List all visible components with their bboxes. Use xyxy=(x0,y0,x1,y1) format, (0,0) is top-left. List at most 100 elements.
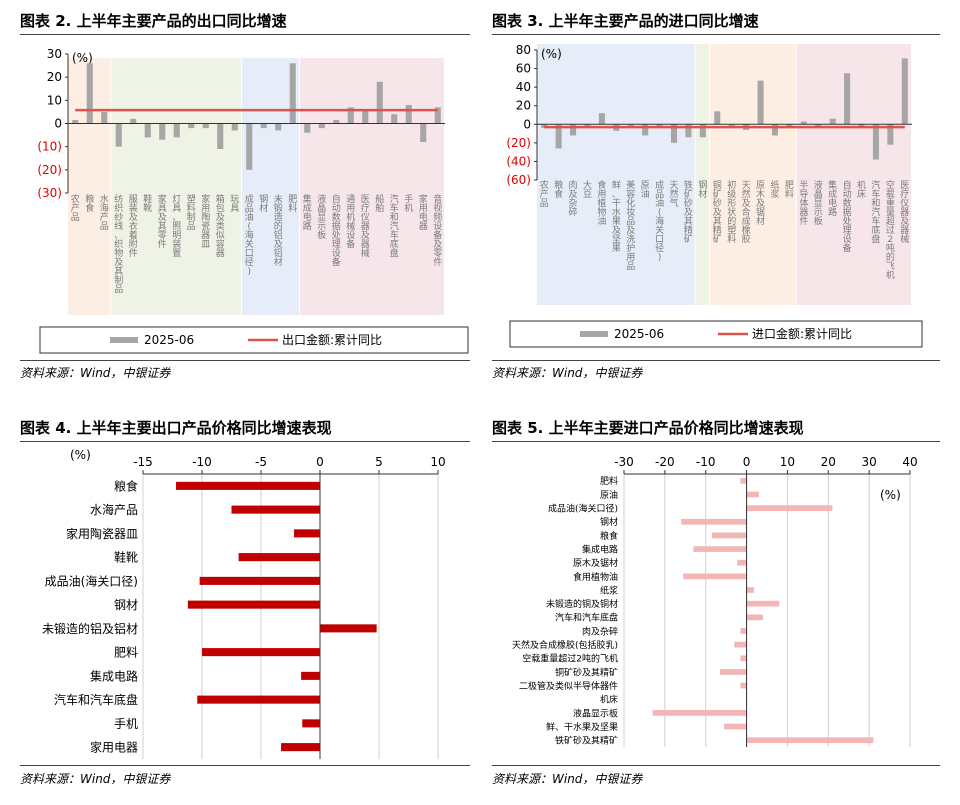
c3-bar xyxy=(570,124,577,136)
c3-bar xyxy=(584,124,591,127)
c5-category-label: 粮食 xyxy=(600,530,618,542)
c5-xtick-label: 10 xyxy=(780,455,795,469)
c3-category-label: 集成电路 xyxy=(828,179,837,218)
c2-group-region xyxy=(111,58,241,315)
c5-category-label: 肥料 xyxy=(600,475,618,487)
c2-category-label: 肥料 xyxy=(288,194,297,214)
c3-category-label: 半导体器件 xyxy=(799,179,808,227)
c3-category-label: 铜矿砂及其精矿 xyxy=(713,179,722,245)
c2-bar xyxy=(130,118,137,124)
c2-bar xyxy=(144,123,151,138)
c3-bar xyxy=(541,124,548,128)
c3-bar xyxy=(642,124,649,136)
c3-ytick-label: 0 xyxy=(523,117,531,131)
c3-category-label: 铁矿砂及其精矿 xyxy=(684,179,693,245)
c2-category-label: 纺织纱线、织物及其制品 xyxy=(114,193,123,295)
c2-category-label: 通用机械设备 xyxy=(346,194,355,250)
c5-category-label: 纸浆 xyxy=(600,584,618,596)
c2-category-label: 家具及其零件 xyxy=(158,193,167,250)
c5-bar xyxy=(740,628,747,634)
c5-xtick-label: -30 xyxy=(614,455,634,469)
c3-bar xyxy=(844,73,851,125)
c4-category-label: 家用陶瓷器皿 xyxy=(66,526,138,541)
c2-ytick-label: 20 xyxy=(47,70,62,84)
c4-category-label: 粮食 xyxy=(114,478,138,493)
c2-legend-bar-label: 2025-06 xyxy=(144,333,194,347)
c3-bar xyxy=(829,118,836,125)
c2-category-label: 集成电路 xyxy=(303,193,312,232)
c5-category-label: 液晶显示板 xyxy=(573,707,618,719)
c5-bar xyxy=(720,669,747,675)
c3-ytick-label: (20) xyxy=(506,136,531,150)
c4-xtick-label: -10 xyxy=(192,455,212,469)
c5-bar xyxy=(740,477,747,484)
c3-unit-label: (%) xyxy=(541,47,562,61)
c2-category-label: 家用电器 xyxy=(419,193,428,232)
c2-bar xyxy=(304,123,311,133)
c3-group-region xyxy=(710,44,796,305)
c4-category-label: 汽车和汽车底盘 xyxy=(54,692,138,707)
c2-category-label: 塑料制品 xyxy=(187,194,196,232)
c4-bar xyxy=(202,648,320,657)
c4-category-label: 家用电器 xyxy=(90,740,138,755)
c4-bar xyxy=(197,695,320,704)
c3-category-label: 初级形状的塑料 xyxy=(727,179,736,245)
chart3-source-rule xyxy=(492,360,940,361)
c5-category-label: 汽车和汽车底盘 xyxy=(555,612,618,624)
chart3-source: 资料来源：Wind，中银证券 xyxy=(492,366,643,380)
c5-xtick-label: 0 xyxy=(743,455,751,469)
c3-bar xyxy=(699,124,706,138)
c3-bar xyxy=(656,124,663,128)
c2-ytick-label: (10) xyxy=(37,140,62,154)
c5-bar xyxy=(693,546,747,552)
c3-bar xyxy=(757,80,764,125)
c5-xtick-label: 40 xyxy=(902,455,917,469)
c3-category-label: 天然气 xyxy=(670,181,679,209)
c2-bar xyxy=(347,107,354,124)
c3-category-label: 纸浆 xyxy=(770,179,779,200)
c5-category-label: 机床 xyxy=(600,694,618,706)
c2-bar xyxy=(420,123,427,143)
c2-legend-line-label: 出口金额:累计同比 xyxy=(282,332,382,347)
c5-category-label: 天然及合成橡胶(包括胶乳) xyxy=(512,639,618,651)
c2-category-label: 自动数据处理设备 xyxy=(332,193,341,268)
c2-ytick-label: 30 xyxy=(47,47,62,61)
c3-category-label: 原木及锯材 xyxy=(756,180,765,227)
c3-bar xyxy=(555,124,562,149)
c2-bar xyxy=(260,123,267,129)
c2-bar xyxy=(333,120,340,124)
chart5-source-rule xyxy=(492,765,940,766)
c4-bar xyxy=(302,719,320,728)
c3-category-label: 农产品 xyxy=(540,179,549,209)
c2-category-label: 音视频设备及零件 xyxy=(433,193,442,268)
c3-ytick-label: 40 xyxy=(516,80,531,94)
c2-category-label: 服装及衣着附件 xyxy=(129,194,138,259)
c5-bar xyxy=(746,600,780,607)
chart2-title: 图表 2. 上半年主要产品的出口同比增速 xyxy=(20,12,287,30)
c2-bar xyxy=(391,114,398,124)
c5-xtick-label: 20 xyxy=(821,455,836,469)
c4-category-label: 未锻造的铝及铝材 xyxy=(42,621,138,636)
chart5-title-rule xyxy=(492,441,940,442)
c5-bar xyxy=(746,491,759,498)
c5-bar xyxy=(724,723,747,730)
c2-bar xyxy=(159,123,166,140)
c3-ytick-label: 80 xyxy=(516,43,531,57)
c2-ytick-label: (20) xyxy=(37,163,62,177)
c3-ytick-label: 20 xyxy=(516,99,531,113)
chart4-title-rule xyxy=(20,441,470,442)
c3-category-label: 医疗仪器及器械 xyxy=(900,180,909,245)
chart4-source: 资料来源：Wind，中银证券 xyxy=(20,772,171,786)
c2-bar xyxy=(217,123,224,149)
c3-ytick-label: (60) xyxy=(506,173,531,187)
c5-category-label: 钢材 xyxy=(600,516,618,528)
c3-category-label: 机床 xyxy=(857,179,866,200)
c4-xtick-label: 0 xyxy=(316,455,324,469)
chart2-source-rule xyxy=(20,360,470,361)
c2-bar xyxy=(405,104,412,124)
c3-group-region xyxy=(796,44,911,305)
c3-bar xyxy=(901,58,908,125)
c5-category-label: 鲜、干水果及坚果 xyxy=(546,721,618,733)
c4-category-label: 水海产品 xyxy=(90,502,138,517)
